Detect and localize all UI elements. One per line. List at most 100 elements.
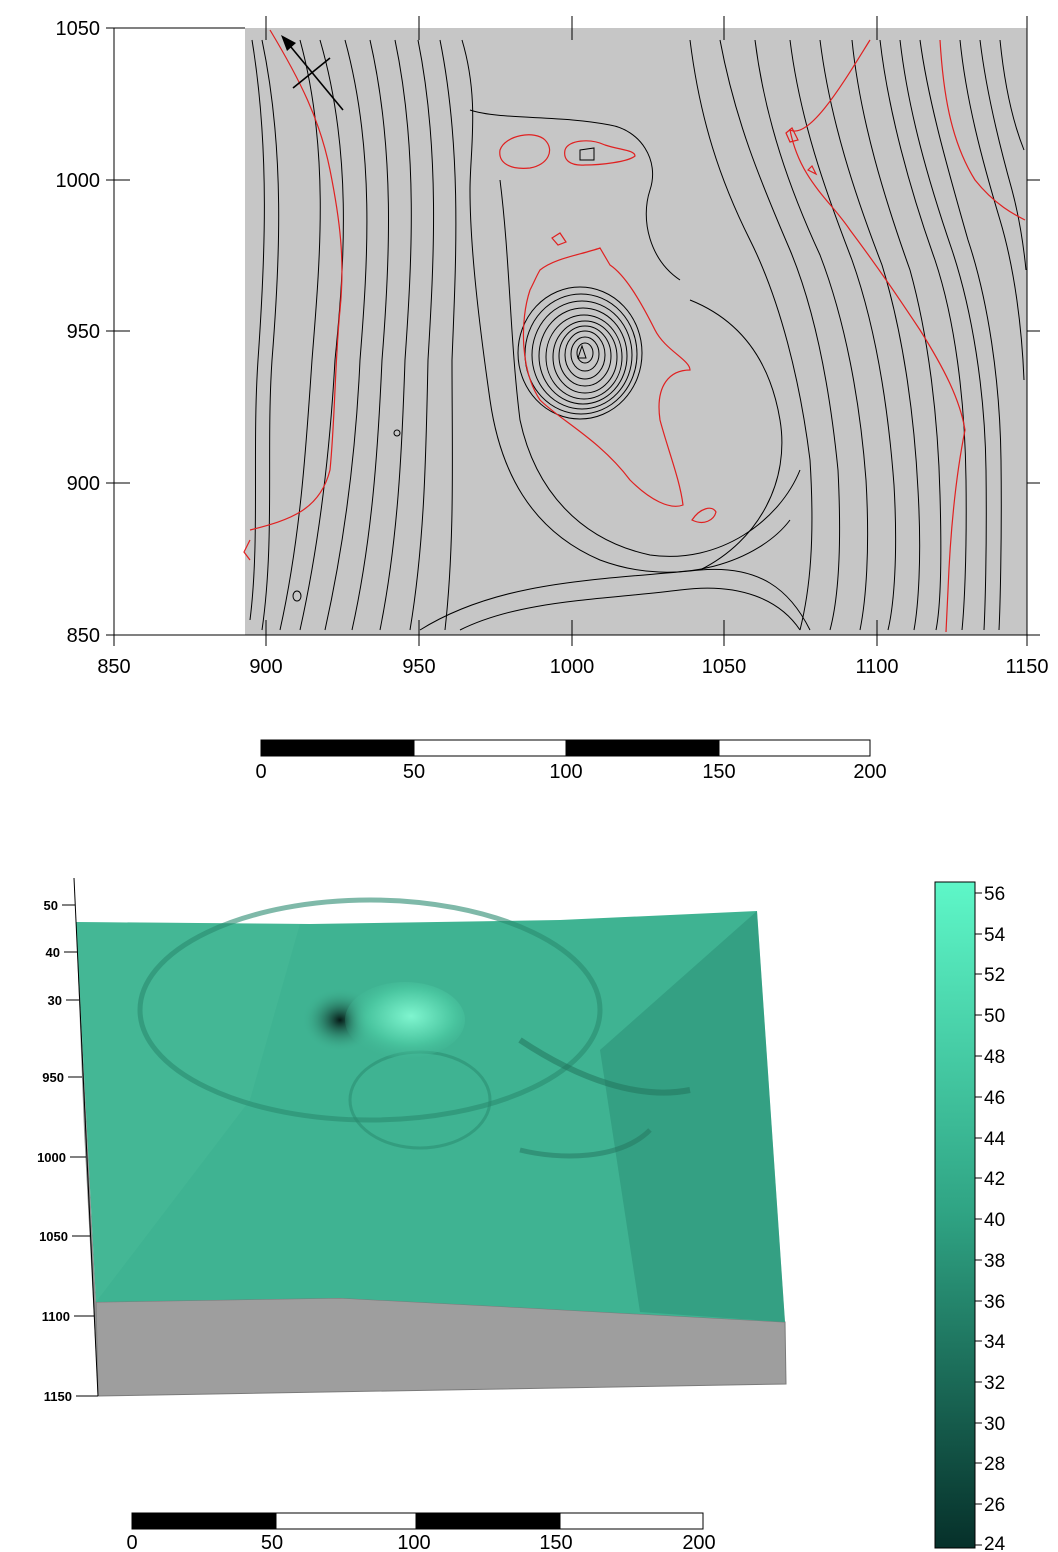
x-tick-labels: 850 900 950 1000 1050 1100 1150 (97, 656, 1048, 678)
x-tick-label: 1050 (702, 656, 747, 678)
index-contour-line (691, 507, 717, 524)
contour-line (409, 39, 435, 631)
contour-line (819, 39, 921, 631)
contour-line (919, 39, 1002, 631)
y-tick-label: 950 (67, 321, 100, 343)
x-tick-label: 1150 (1005, 656, 1048, 678)
x-tick-label: 950 (402, 656, 435, 678)
index-contour-line (499, 134, 551, 169)
contour-line (299, 39, 344, 631)
color-bar-label: 24 (984, 1534, 1006, 1552)
contour-line (249, 39, 265, 621)
contour-line (324, 39, 368, 631)
north-arrow (281, 35, 344, 111)
index-contour-line (243, 539, 251, 561)
index-contour-line (806, 164, 818, 176)
contour-line (979, 39, 1027, 271)
contour-line (552, 320, 618, 394)
surface-y-axis (62, 877, 99, 1397)
surface-y-tick-label: 1000 (37, 1150, 66, 1165)
y-tick-label: 850 (67, 625, 100, 647)
y-tick-label: 1000 (56, 170, 101, 192)
index-contour-line (249, 29, 343, 531)
mound (345, 982, 465, 1058)
surface-3d: 50 40 30 950 1000 1050 1100 1150 (37, 877, 787, 1404)
contour-line (469, 109, 681, 281)
ring-feature (518, 1037, 691, 1096)
color-bar-label: 30 (984, 1414, 1005, 1435)
y-tick-label: 1050 (56, 18, 101, 40)
color-bar-label: 50 (984, 1006, 1005, 1027)
contour-line (879, 39, 967, 631)
color-bar-label: 42 (984, 1169, 1005, 1190)
contour-line (292, 590, 302, 602)
contour-line (419, 568, 811, 631)
contour-line (899, 39, 987, 631)
index-contour-line (939, 39, 1026, 221)
y-tick-label: 900 (67, 473, 100, 495)
ring-feature (519, 1128, 652, 1159)
contour-line (351, 39, 390, 631)
index-contour-line (789, 39, 966, 633)
index-contour-line (551, 232, 567, 246)
scale-label: 100 (549, 761, 582, 783)
contour-line (719, 39, 841, 631)
surface-y-tick-label: 30 (48, 993, 62, 1008)
contour-line (959, 39, 1025, 381)
scale-label: 50 (261, 1532, 283, 1552)
contour-line (689, 39, 813, 631)
color-bar-label: 54 (984, 925, 1006, 946)
surface-y-tick-label: 40 (46, 945, 60, 960)
contour-line (576, 342, 594, 364)
scale-label: 100 (397, 1532, 430, 1552)
color-bar-label: 26 (984, 1495, 1005, 1516)
surface-y-tick-label: 1150 (44, 1389, 72, 1404)
contour-line (577, 344, 587, 359)
scale-bar-top: 0 50 100 150 200 (255, 739, 887, 783)
contour-line (379, 39, 412, 631)
axes-frame (106, 16, 1040, 646)
contour-line (439, 39, 457, 631)
color-bar-label: 52 (984, 965, 1005, 986)
map-background (245, 28, 1027, 635)
color-bar-label: 34 (984, 1332, 1006, 1353)
color-bar-label: 44 (984, 1129, 1006, 1150)
x-tick-label: 1000 (550, 656, 595, 678)
contour-lines (249, 39, 1027, 631)
contour-line (754, 39, 869, 631)
scale-label: 150 (702, 761, 735, 783)
scale-label: 200 (682, 1532, 715, 1552)
x-tick-label: 850 (97, 656, 130, 678)
contour-line (517, 286, 643, 420)
ring-feature (137, 897, 603, 1123)
contour-line (545, 314, 623, 400)
contour-line (851, 39, 942, 631)
scale-label: 150 (539, 1532, 572, 1552)
index-contours (243, 29, 1026, 633)
color-bar-label: 56 (984, 884, 1005, 905)
color-bar-gradient (934, 881, 976, 1549)
scale-label: 0 (126, 1532, 137, 1552)
color-bar-label: 48 (984, 1047, 1005, 1068)
index-contour-line (564, 140, 636, 166)
arrow-icon (281, 35, 296, 51)
contour-line (538, 307, 628, 405)
x-tick-label: 900 (249, 656, 282, 678)
color-bar-label: 32 (984, 1373, 1005, 1394)
contour-line (261, 39, 280, 631)
scale-label: 0 (255, 761, 266, 783)
contour-line (279, 39, 321, 631)
x-tick-label: 1100 (855, 656, 898, 678)
contour-line (558, 325, 612, 387)
color-bar-label: 46 (984, 1088, 1005, 1109)
surface-y-tick-label: 950 (42, 1070, 64, 1085)
contour-line (459, 587, 801, 631)
contour-line (789, 39, 897, 631)
surface-y-tick-label: 1100 (42, 1309, 70, 1324)
index-contour-line (522, 247, 691, 507)
contour-line (393, 429, 401, 437)
contour-line (689, 299, 783, 571)
surface-y-tick-label: 1050 (39, 1229, 68, 1244)
color-bar-label: 40 (984, 1210, 1005, 1231)
